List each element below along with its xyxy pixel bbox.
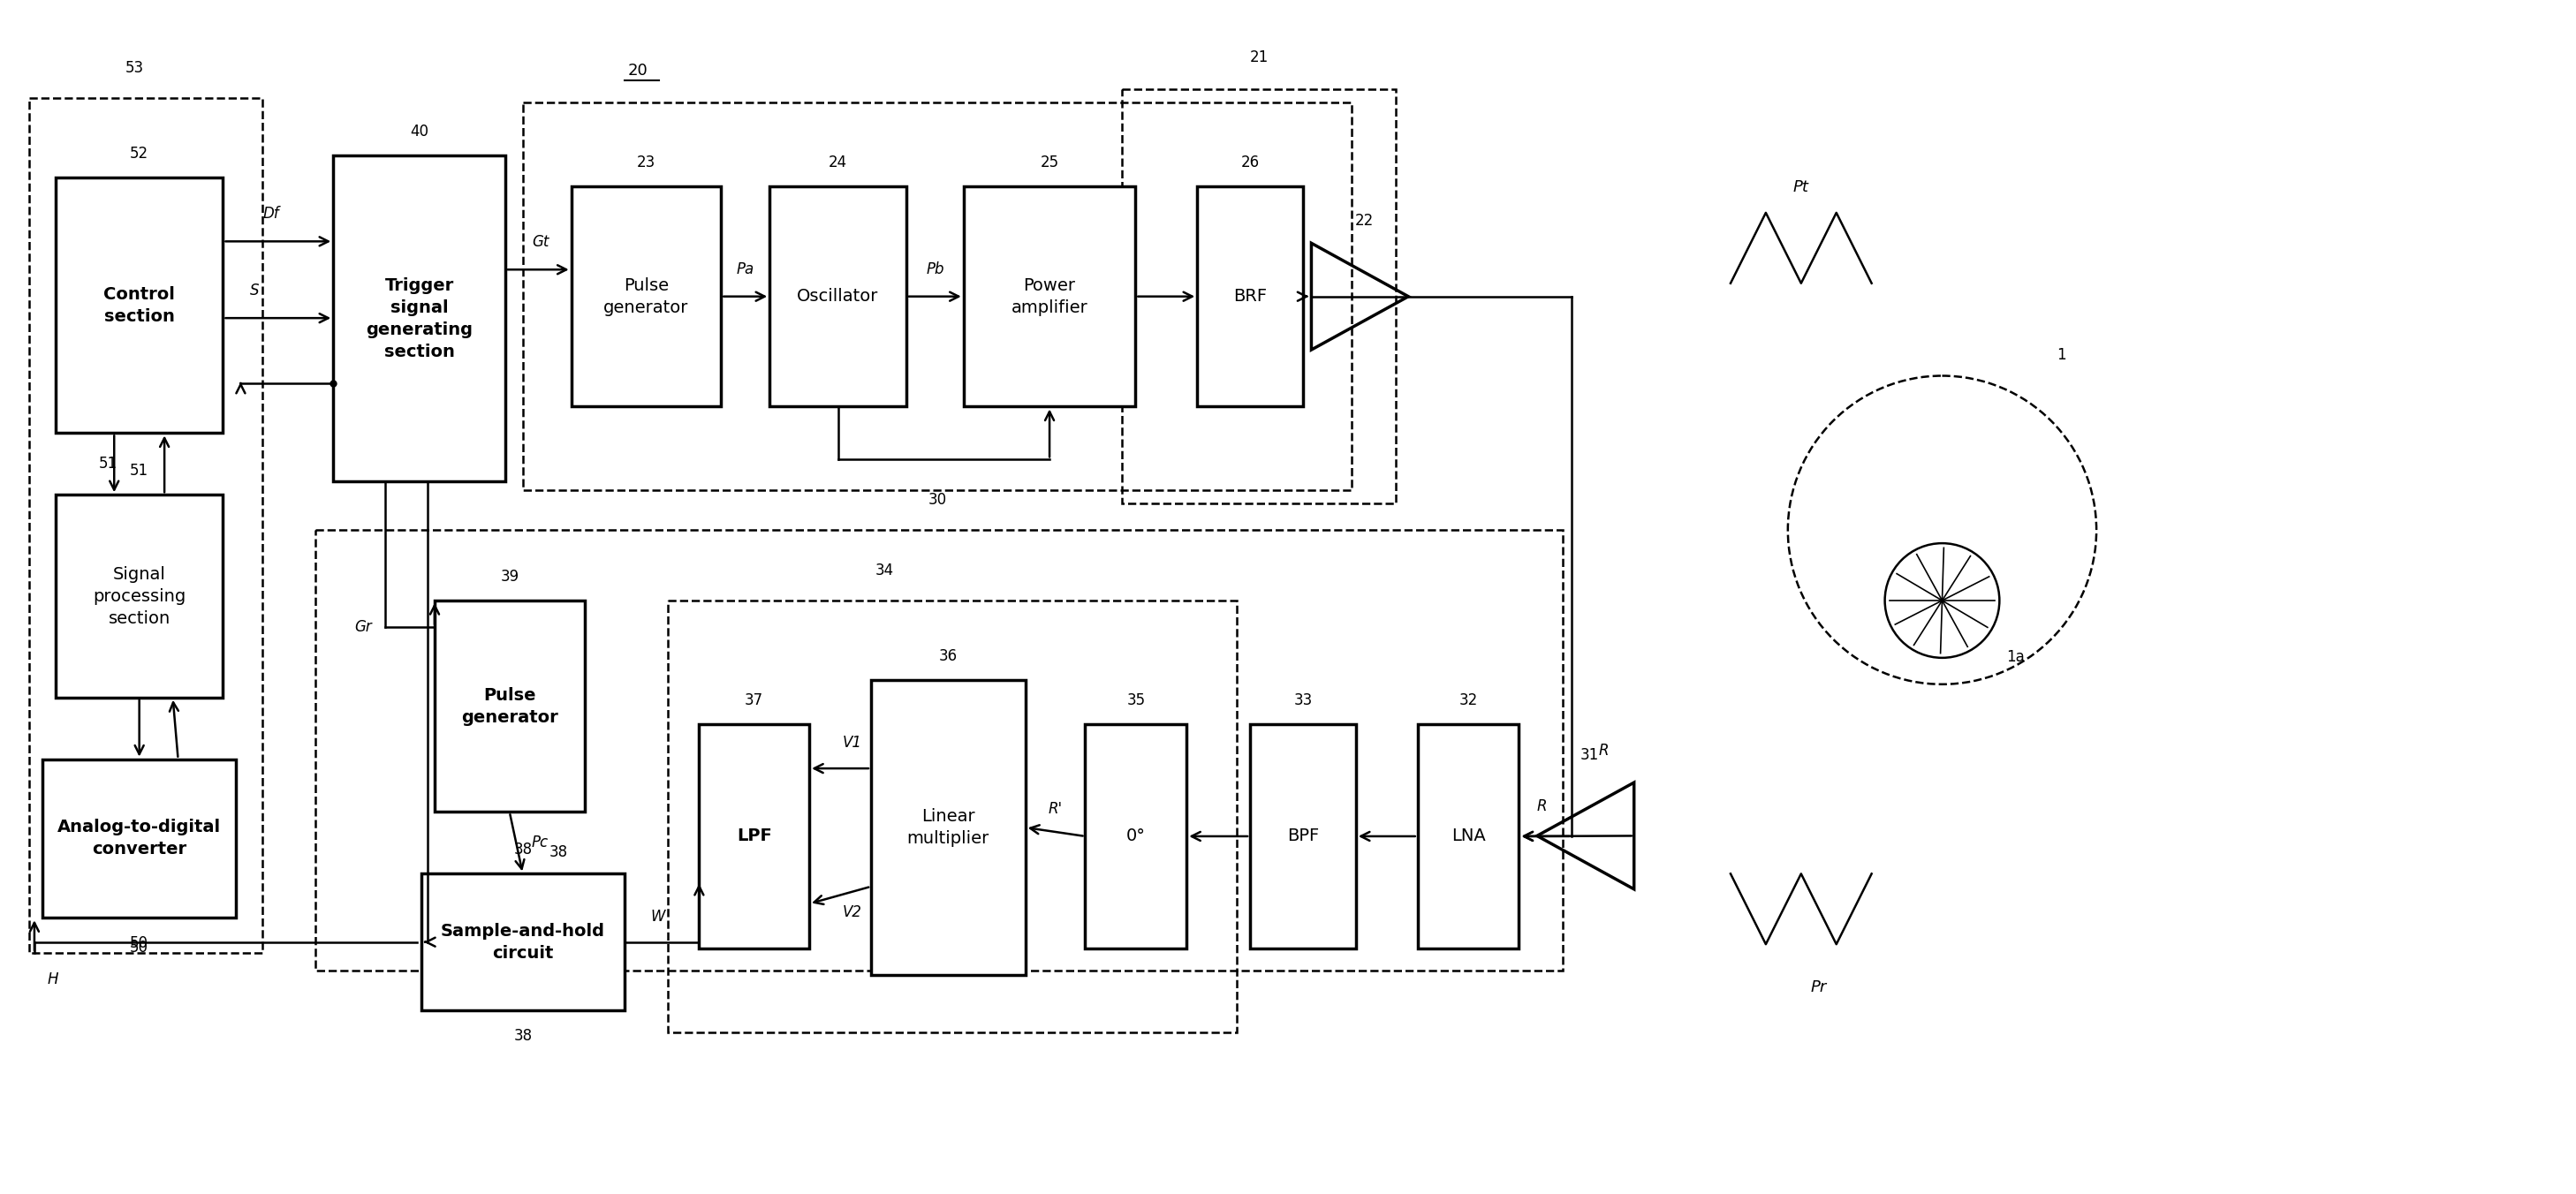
- Text: 38: 38: [513, 842, 533, 857]
- Text: LPF: LPF: [737, 827, 773, 844]
- Text: 51: 51: [98, 456, 118, 472]
- Text: R: R: [1597, 743, 1607, 758]
- Text: Oscillator: Oscillator: [796, 288, 878, 304]
- Bar: [698, 724, 809, 949]
- Text: Signal
processing
section: Signal processing section: [93, 566, 185, 627]
- Bar: [435, 601, 585, 812]
- Text: BRF: BRF: [1234, 288, 1267, 304]
- Circle shape: [1886, 543, 1999, 658]
- Bar: [1123, 90, 1396, 504]
- Text: 50: 50: [129, 940, 149, 955]
- Text: Pb: Pb: [925, 261, 943, 277]
- Text: 52: 52: [129, 146, 149, 161]
- Text: V2: V2: [842, 904, 863, 921]
- Bar: [572, 186, 721, 407]
- Text: R: R: [1538, 799, 1546, 814]
- Text: 1a: 1a: [2007, 650, 2025, 665]
- Text: 38: 38: [549, 844, 567, 861]
- Bar: [41, 759, 237, 918]
- Text: 35: 35: [1126, 693, 1146, 708]
- Text: Gr: Gr: [353, 618, 371, 635]
- Bar: [57, 178, 224, 433]
- Text: Pa: Pa: [737, 261, 755, 277]
- Text: Pulse
generator: Pulse generator: [461, 687, 559, 726]
- Text: Sample-and-hold
circuit: Sample-and-hold circuit: [440, 923, 605, 961]
- Text: 1: 1: [2056, 346, 2066, 363]
- Text: 22: 22: [1355, 213, 1373, 228]
- Bar: [57, 494, 224, 697]
- Text: 30: 30: [927, 492, 945, 507]
- Text: BPF: BPF: [1288, 827, 1319, 844]
- Text: 33: 33: [1293, 693, 1311, 708]
- Bar: [332, 155, 505, 481]
- Text: Pt: Pt: [1793, 179, 1808, 195]
- Text: 38: 38: [513, 1028, 533, 1044]
- Text: V1: V1: [842, 734, 863, 751]
- Bar: [422, 874, 623, 1010]
- Bar: [1084, 724, 1188, 949]
- Text: 37: 37: [744, 693, 762, 708]
- Text: R': R': [1048, 801, 1061, 817]
- Bar: [871, 679, 1025, 975]
- Text: 32: 32: [1458, 693, 1479, 708]
- Text: 31: 31: [1579, 747, 1600, 763]
- Text: Power
amplifier: Power amplifier: [1012, 277, 1087, 316]
- Text: 20: 20: [629, 63, 647, 79]
- Text: Trigger
signal
generating
section: Trigger signal generating section: [366, 277, 471, 361]
- Text: 21: 21: [1249, 50, 1267, 66]
- Bar: [523, 103, 1352, 491]
- Bar: [1417, 724, 1520, 949]
- Text: W: W: [652, 909, 665, 924]
- Text: LNA: LNA: [1450, 827, 1486, 844]
- Text: S: S: [250, 283, 258, 298]
- Bar: [1249, 724, 1355, 949]
- Bar: [667, 601, 1236, 1033]
- Text: 24: 24: [829, 154, 848, 171]
- Text: Pc: Pc: [531, 835, 549, 851]
- Text: 34: 34: [876, 562, 894, 578]
- Bar: [1198, 186, 1303, 407]
- Text: 53: 53: [126, 60, 144, 76]
- Bar: [770, 186, 907, 407]
- Text: Pr: Pr: [1811, 979, 1826, 996]
- Bar: [28, 98, 263, 953]
- Text: 25: 25: [1041, 154, 1059, 171]
- Text: 51: 51: [129, 463, 149, 479]
- Text: 39: 39: [500, 568, 518, 585]
- Text: Analog-to-digital
converter: Analog-to-digital converter: [57, 819, 222, 858]
- Text: 40: 40: [410, 124, 428, 140]
- Text: 36: 36: [938, 648, 958, 664]
- Bar: [963, 186, 1136, 407]
- Text: 23: 23: [636, 154, 654, 171]
- Text: 50: 50: [129, 935, 149, 952]
- Bar: [317, 530, 1564, 971]
- Text: 0°: 0°: [1126, 827, 1146, 844]
- Text: Control
section: Control section: [103, 285, 175, 325]
- Text: 26: 26: [1242, 154, 1260, 171]
- Text: H: H: [46, 972, 59, 987]
- Text: Pulse
generator: Pulse generator: [603, 277, 688, 316]
- Text: Linear
multiplier: Linear multiplier: [907, 808, 989, 847]
- Text: Df: Df: [263, 207, 278, 222]
- Text: Gt: Gt: [531, 234, 549, 251]
